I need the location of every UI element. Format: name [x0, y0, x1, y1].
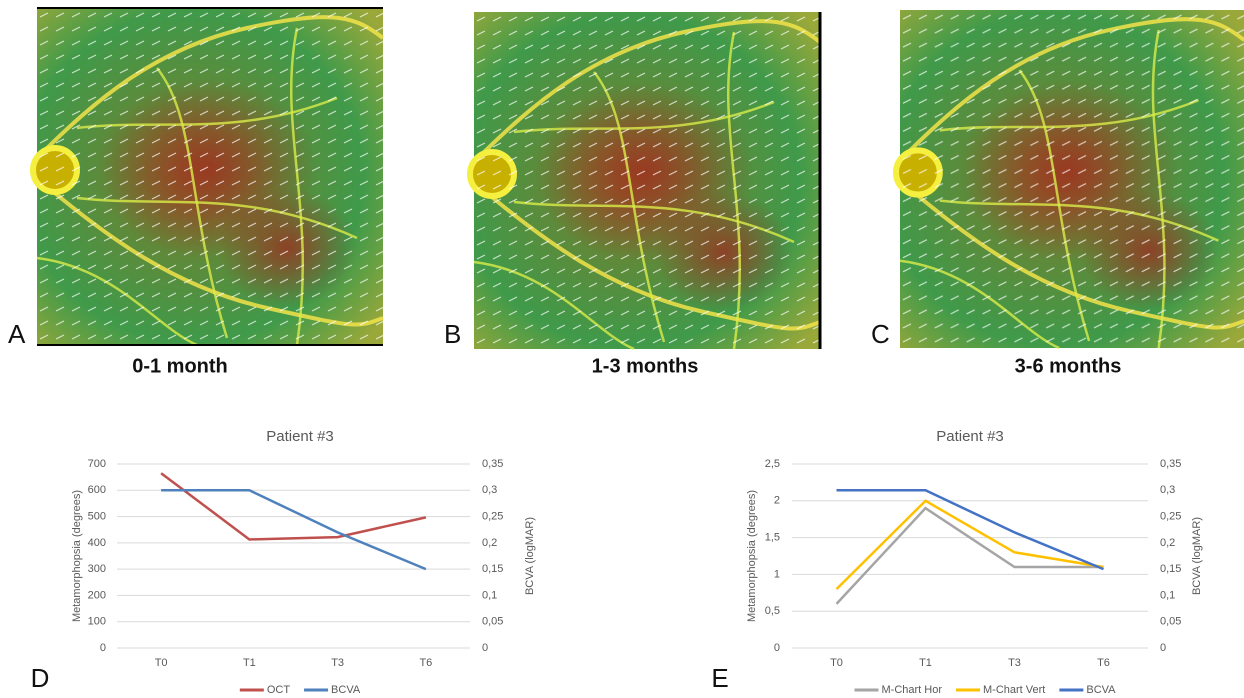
- legend-label: M-Chart Vert: [983, 684, 1045, 696]
- y-tick-label: 2: [774, 495, 780, 507]
- y-tick-label: 0,5: [765, 605, 780, 617]
- panel-letter: D: [31, 663, 50, 693]
- fundus-image: [896, 10, 1244, 348]
- x-tick-label: T6: [1097, 657, 1110, 669]
- y2-tick-label: 0,25: [1160, 510, 1181, 522]
- y2-tick-label: 0,2: [1160, 537, 1175, 549]
- y-tick-label: 1,5: [765, 532, 780, 544]
- y2-tick-label: 0,3: [1160, 484, 1175, 496]
- y-tick-label: 100: [88, 616, 106, 628]
- x-tick-label: T1: [919, 657, 932, 669]
- x-tick-label: T0: [830, 657, 843, 669]
- series-line: [160, 472, 427, 541]
- panel-caption: 3-6 months: [1015, 355, 1122, 377]
- fundus-image: [33, 8, 383, 345]
- y2-tick-label: 0,15: [482, 563, 503, 575]
- y-tick-label: 600: [88, 484, 106, 496]
- y-tick-label: 1: [774, 568, 780, 580]
- y2-tick-label: 0,3: [482, 484, 497, 496]
- legend: M-Chart Hor M-Chart Vert BCVA: [854, 684, 1116, 696]
- panel-caption: 0-1 month: [132, 355, 228, 377]
- series-line: [835, 499, 1104, 591]
- y-tick-label: 400: [88, 537, 106, 549]
- y-tick-label: 200: [88, 589, 106, 601]
- series-line: [836, 489, 1104, 571]
- y-tick-label: 2,5: [765, 458, 780, 470]
- y2-tick-label: 0: [1160, 642, 1166, 654]
- y2-tick-label: 0: [482, 642, 488, 654]
- legend-label: OCT: [267, 684, 291, 696]
- y2-tick-label: 0,15: [1160, 563, 1181, 575]
- y2-tick-label: 0,2: [482, 537, 497, 549]
- chart-title: Patient #3: [936, 428, 1004, 445]
- y-tick-label: 0: [100, 642, 106, 654]
- panel-letter: C: [871, 319, 890, 349]
- x-tick-label: T3: [331, 657, 344, 669]
- panel-letter: A: [8, 319, 26, 349]
- y2-tick-label: 0,05: [482, 616, 503, 628]
- legend-label: M-Chart Hor: [881, 684, 942, 696]
- y-tick-label: 700: [88, 458, 106, 470]
- x-tick-label: T3: [1008, 657, 1021, 669]
- panel-letter: B: [444, 319, 461, 349]
- panel-letter: E: [711, 663, 728, 693]
- legend: OCT BCVA: [239, 684, 361, 696]
- legend-label: BCVA: [1086, 684, 1116, 696]
- y-axis-label: Metamorphopsia (degrees): [746, 490, 758, 622]
- series-line: [161, 489, 427, 571]
- y2-tick-label: 0,35: [1160, 458, 1181, 470]
- y2-tick-label: 0,1: [482, 589, 497, 601]
- y2-axis-label: BCVA (logMAR): [524, 517, 536, 595]
- y2-tick-label: 0,1: [1160, 589, 1175, 601]
- y-axis-label: Metamorphopsia (degrees): [71, 490, 83, 622]
- legend-label: BCVA: [331, 684, 361, 696]
- panel-caption: 1-3 months: [592, 355, 699, 377]
- chart-title: Patient #3: [266, 428, 334, 445]
- x-tick-label: T0: [155, 657, 168, 669]
- x-tick-label: T1: [243, 657, 256, 669]
- x-tick-label: T6: [419, 657, 432, 669]
- y-tick-label: 0: [774, 642, 780, 654]
- y2-tick-label: 0,05: [1160, 616, 1181, 628]
- fundus-image: [470, 12, 820, 349]
- y2-axis-label: BCVA (logMAR): [1191, 517, 1203, 595]
- y2-tick-label: 0,35: [482, 458, 503, 470]
- y-tick-label: 500: [88, 510, 106, 522]
- y-tick-label: 300: [88, 563, 106, 575]
- series-line: [835, 506, 1104, 605]
- y2-tick-label: 0,25: [482, 510, 503, 522]
